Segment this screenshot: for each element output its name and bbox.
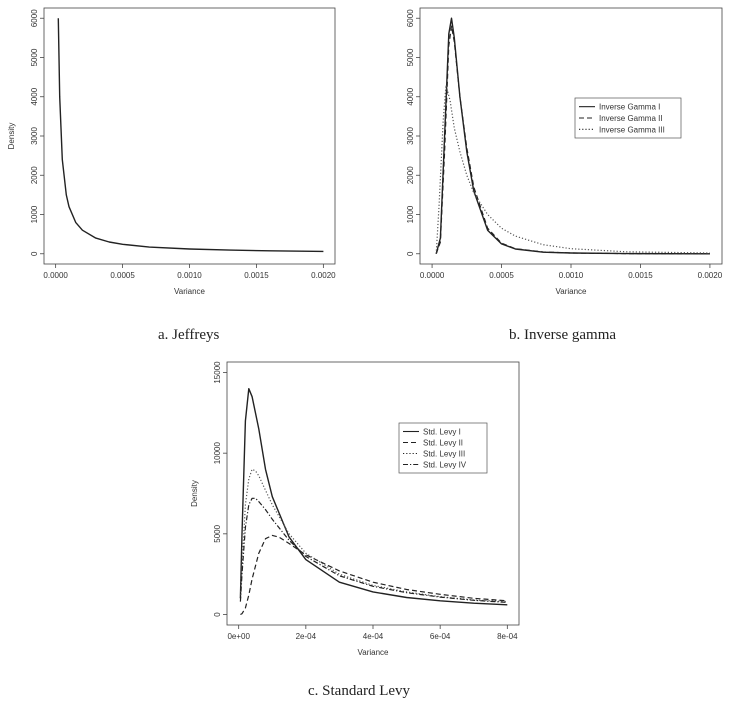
y-tick-label: 2000 <box>406 166 415 184</box>
series-line-c-4 <box>239 497 508 603</box>
y-tick-label: 5000 <box>406 48 415 66</box>
y-tick-label: 6000 <box>30 9 39 27</box>
y-tick-label: 0 <box>213 612 222 617</box>
y-tick-label: 4000 <box>406 87 415 105</box>
x-axis-label: Variance <box>174 287 206 296</box>
series-line-c-3 <box>239 468 508 603</box>
x-tick-label: 6e-04 <box>430 632 451 641</box>
legend-entry: Std. Levy II <box>423 439 463 448</box>
x-tick-label: 2e-04 <box>296 632 317 641</box>
caption-jeffreys: a. Jeffreys <box>158 327 220 343</box>
caption-standard-levy: c. Standard Levy <box>308 683 411 699</box>
legend-entry: Inverse Gamma I <box>599 103 660 112</box>
y-tick-label: 3000 <box>30 127 39 145</box>
y-tick-label: 3000 <box>406 127 415 145</box>
y-tick-label: 6000 <box>406 9 415 27</box>
x-tick-label: 0.0015 <box>244 271 269 280</box>
series-line-b-3 <box>435 84 710 254</box>
x-tick-label: 4e-04 <box>363 632 384 641</box>
y-axis-label: Density <box>7 123 16 150</box>
legend-entry: Inverse Gamma II <box>599 114 663 123</box>
chart-b: 0.0000 0.0005 0.0010 0.0015 0.0020 0 1000 2000 3… <box>406 7 723 296</box>
legend-entry: Std. Levy IV <box>423 461 467 470</box>
x-tick-label: 0.0010 <box>559 271 584 280</box>
caption-inverse-gamma: b. Inverse gamma <box>509 327 617 343</box>
y-tick-label: 0 <box>30 251 39 256</box>
x-axis-label: Variance <box>556 287 588 296</box>
y-tick-label: 4000 <box>30 87 39 105</box>
chart-a: 0.0000 0.0005 0.0010 0.0015 0.0020 0 1000 2000 3… <box>7 7 336 296</box>
x-tick-label: 0.0000 <box>420 271 445 280</box>
x-tick-label: 0.0000 <box>43 271 68 280</box>
legend-box <box>574 97 682 139</box>
y-tick-label: 2000 <box>30 166 39 184</box>
x-tick-label: 0.0010 <box>177 271 202 280</box>
x-tick-label: 0.0020 <box>698 271 723 280</box>
series-line-c-2 <box>240 534 508 616</box>
x-tick-label: 0e+00 <box>227 632 250 641</box>
y-tick-label: 1000 <box>406 205 415 223</box>
y-tick-label: 1000 <box>30 205 39 223</box>
x-axis-label: Variance <box>358 648 390 657</box>
y-tick-label: 10000 <box>213 442 222 465</box>
legend-b: Inverse Gamma I Inverse Gamma II Inverse G… <box>574 97 682 139</box>
y-tick-label: 5000 <box>30 48 39 66</box>
series-line-b-2 <box>435 25 710 255</box>
x-tick-label: 8e-04 <box>497 632 518 641</box>
chart-c: 0e+00 2e-04 4e-04 6e-04 8e-04 0 5000 10000 15000… <box>190 361 520 657</box>
y-tick-label: 0 <box>406 251 415 256</box>
plot-frame <box>43 7 336 265</box>
y-tick-label: 15000 <box>213 361 222 384</box>
legend-entry: Std. Levy III <box>423 450 465 459</box>
legend-c: Std. Levy I Std. Levy II Std. Levy III Std.… <box>398 422 488 474</box>
legend-entry: Inverse Gamma III <box>599 125 665 134</box>
x-tick-label: 0.0005 <box>489 271 514 280</box>
y-tick-label: 5000 <box>213 524 222 542</box>
x-tick-label: 0.0005 <box>110 271 135 280</box>
x-tick-label: 0.0015 <box>628 271 653 280</box>
x-tick-label: 0.0020 <box>311 271 336 280</box>
series-line-a-1 <box>57 18 324 253</box>
y-axis-label: Density <box>190 480 199 507</box>
legend-entry: Std. Levy I <box>423 428 461 437</box>
series-line-c-1 <box>239 388 508 606</box>
